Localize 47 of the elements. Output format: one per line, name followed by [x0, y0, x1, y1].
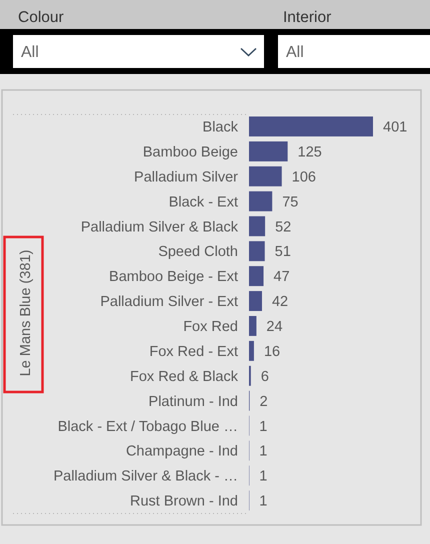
- bar: [249, 291, 262, 312]
- bar: [249, 241, 265, 262]
- data-label: 47: [274, 269, 290, 286]
- y-axis-title: Le Mans Blue (381): [18, 250, 34, 376]
- y-tick-label: Black: [202, 120, 239, 136]
- y-tick-label: Palladium Silver & Black - …: [53, 468, 238, 485]
- data-label: 16: [264, 344, 280, 360]
- bar: [249, 116, 373, 136]
- bar: [249, 191, 272, 212]
- text: All: [21, 44, 39, 61]
- data-label: 42: [272, 294, 288, 310]
- bar: [249, 216, 266, 236]
- text: All: [286, 44, 304, 61]
- text: Colour: [18, 9, 64, 26]
- bar: [249, 141, 288, 162]
- y-tick-label: Champagne - Ind: [126, 444, 238, 460]
- data-label: 51: [274, 244, 291, 260]
- data-label: 2: [260, 394, 268, 410]
- y-tick-label: Bamboo Beige: [142, 144, 238, 160]
- y-tick-label: Black - Ext / Tobago Blue …: [58, 418, 238, 435]
- data-label: 401: [383, 120, 408, 136]
- data-label: 1: [259, 418, 268, 435]
- bar: [249, 166, 282, 186]
- data-label: 1: [259, 468, 268, 485]
- y-tick-label: Rust Brown - Ind: [130, 494, 238, 510]
- data-label: 106: [292, 169, 316, 186]
- data-label: 1: [259, 494, 268, 510]
- bar: [249, 316, 256, 336]
- data-label: 1: [259, 444, 268, 460]
- y-tick-label: Fox Red: [183, 319, 238, 336]
- y-tick-label: Palladium Silver - Ext: [100, 294, 238, 310]
- data-label: 24: [266, 319, 283, 336]
- bar: [249, 340, 254, 361]
- y-tick-label: Speed Cloth: [158, 244, 238, 260]
- y-tick-label: Fox Red & Black: [130, 368, 239, 385]
- text: Interior: [283, 9, 332, 26]
- y-tick-label: Palladium Silver & Black: [80, 219, 239, 236]
- y-tick-label: Palladium Silver: [134, 169, 238, 186]
- y-tick-label: Black - Ext: [168, 194, 238, 210]
- y-tick-label: Platinum - Ind: [148, 394, 238, 410]
- data-label: 52: [275, 219, 292, 236]
- data-label: 125: [298, 144, 322, 160]
- data-label: 6: [260, 368, 269, 385]
- bar: [249, 266, 264, 286]
- data-label: 75: [282, 194, 298, 210]
- y-tick-label: Fox Red - Ext: [149, 344, 238, 360]
- y-tick-label: Bamboo Beige - Ext: [109, 269, 238, 286]
